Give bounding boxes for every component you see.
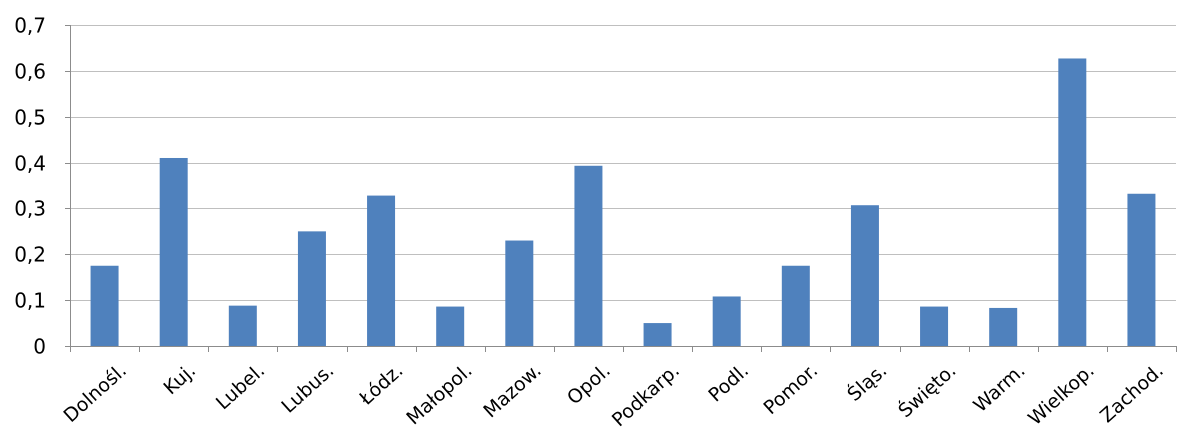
bar	[989, 307, 1018, 346]
x-tick-label: Małopol.	[402, 359, 476, 429]
bar	[436, 306, 465, 346]
x-tick-label: Warm.	[969, 359, 1029, 416]
y-tick-label: 0,1	[14, 289, 46, 313]
x-tick-label: Zachod.	[1096, 359, 1168, 427]
x-tick-label: Wielkop.	[1024, 359, 1099, 429]
bar	[1127, 193, 1156, 346]
x-tick-label: Podkarp.	[608, 359, 684, 431]
gridlines	[70, 25, 1176, 301]
bar	[781, 265, 810, 346]
x-axis-tick-labels: Dolnośl. Kuj. Lubel. Lubus. Łódz.Małopol. Maz…	[59, 358, 1167, 431]
bar	[228, 305, 257, 346]
bars	[90, 58, 1156, 347]
x-tick-label: Pomor.	[759, 359, 822, 419]
bar	[643, 323, 672, 346]
y-tick-label: 0,6	[14, 60, 46, 84]
x-tick-label: Śląs.	[842, 358, 891, 406]
bar	[159, 157, 188, 346]
bar	[367, 195, 396, 346]
x-tick-label: Święto.	[893, 358, 961, 422]
y-axis-tick-labels: 0 0,1 0,2 0,3 0,4 0,5 0,6 0,7	[14, 14, 46, 359]
x-tick-label: Opol.	[563, 359, 615, 409]
x-tick-label: Mazow.	[479, 359, 545, 422]
y-tick-label: 0,5	[14, 106, 46, 130]
y-tick-label: 0,2	[14, 243, 46, 267]
bar	[297, 231, 326, 346]
bar	[850, 205, 879, 346]
y-tick-label: 0,4	[14, 152, 46, 176]
x-tick-label: Lubus.	[277, 359, 338, 417]
bar	[712, 296, 741, 346]
x-tick-label: Lubel.	[212, 359, 269, 414]
y-tick-label: 0,7	[14, 14, 46, 38]
axes	[65, 25, 1177, 352]
x-tick-label: Łódz.	[355, 359, 408, 410]
bar	[574, 165, 603, 346]
y-tick-label: 0,3	[14, 197, 46, 221]
y-tick-label: 0	[33, 335, 46, 359]
x-tick-label: Podl.	[704, 359, 753, 406]
bar	[90, 265, 119, 346]
bar	[920, 306, 949, 346]
bar	[505, 240, 534, 346]
x-tick-label: Dolnośl.	[59, 359, 131, 426]
bar	[1058, 58, 1087, 347]
x-tick-label: Kuj.	[159, 359, 200, 399]
